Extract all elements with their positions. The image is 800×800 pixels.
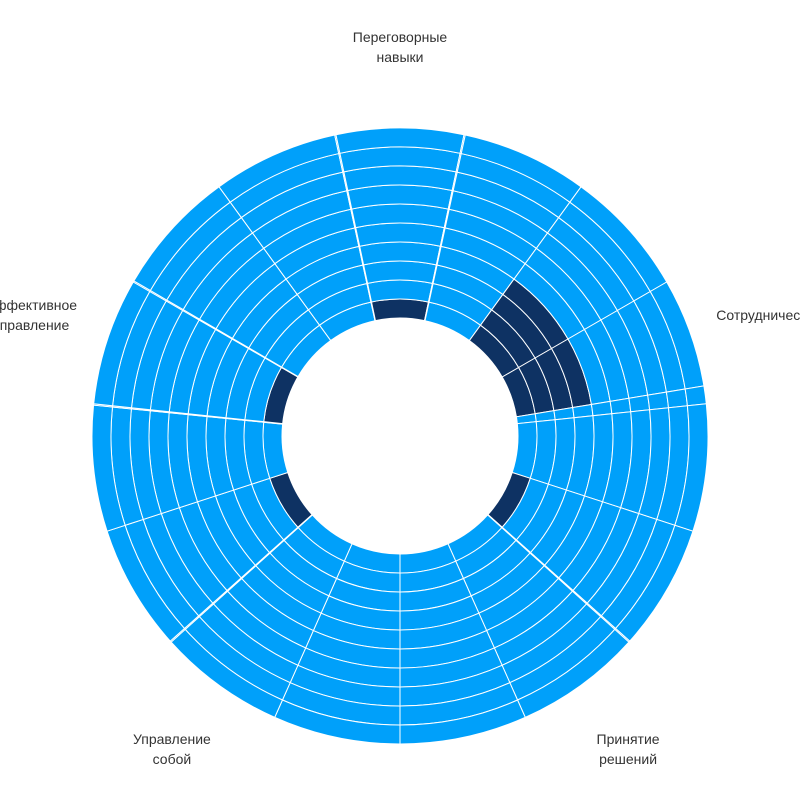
ring-segment: [609, 397, 632, 415]
category-label: Эффективноеуправление: [0, 297, 77, 333]
category-label: Сотрудничество: [716, 307, 800, 323]
category-label: Переговорные навыки: [353, 29, 448, 65]
ring-segment: [647, 391, 670, 411]
ring-segment: [665, 388, 688, 409]
ring-segment: [366, 279, 434, 303]
ring-segment: [363, 260, 437, 285]
category-label: Принятие решений: [597, 731, 660, 767]
ring-segment: [684, 385, 707, 407]
ring-segment: [628, 394, 651, 413]
ring-segment: [359, 241, 441, 266]
ring-segment: [133, 186, 231, 292]
highlight-segment: [370, 298, 430, 322]
category-label: Управление собой: [133, 731, 211, 767]
